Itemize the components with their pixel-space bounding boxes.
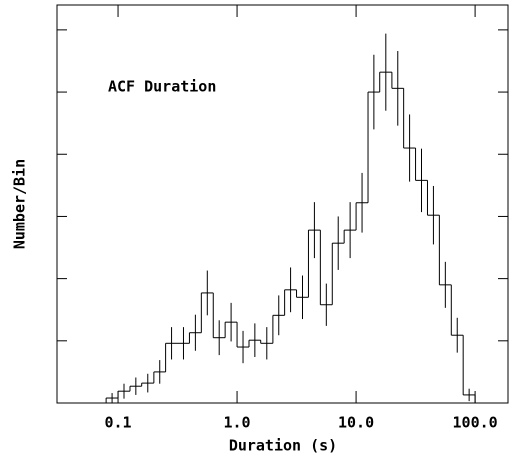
x-tick-label: 10.0	[338, 414, 374, 432]
x-tick-label: 1.0	[224, 414, 251, 432]
y-axis-label: Number/Bin	[11, 159, 29, 249]
plot-frame	[56, 4, 509, 404]
x-tick-label: 100.0	[453, 414, 498, 432]
annotation: ACF Duration	[108, 78, 216, 96]
x-tick-label: 0.1	[104, 414, 131, 432]
x-axis-label: Duration (s)	[229, 437, 337, 455]
